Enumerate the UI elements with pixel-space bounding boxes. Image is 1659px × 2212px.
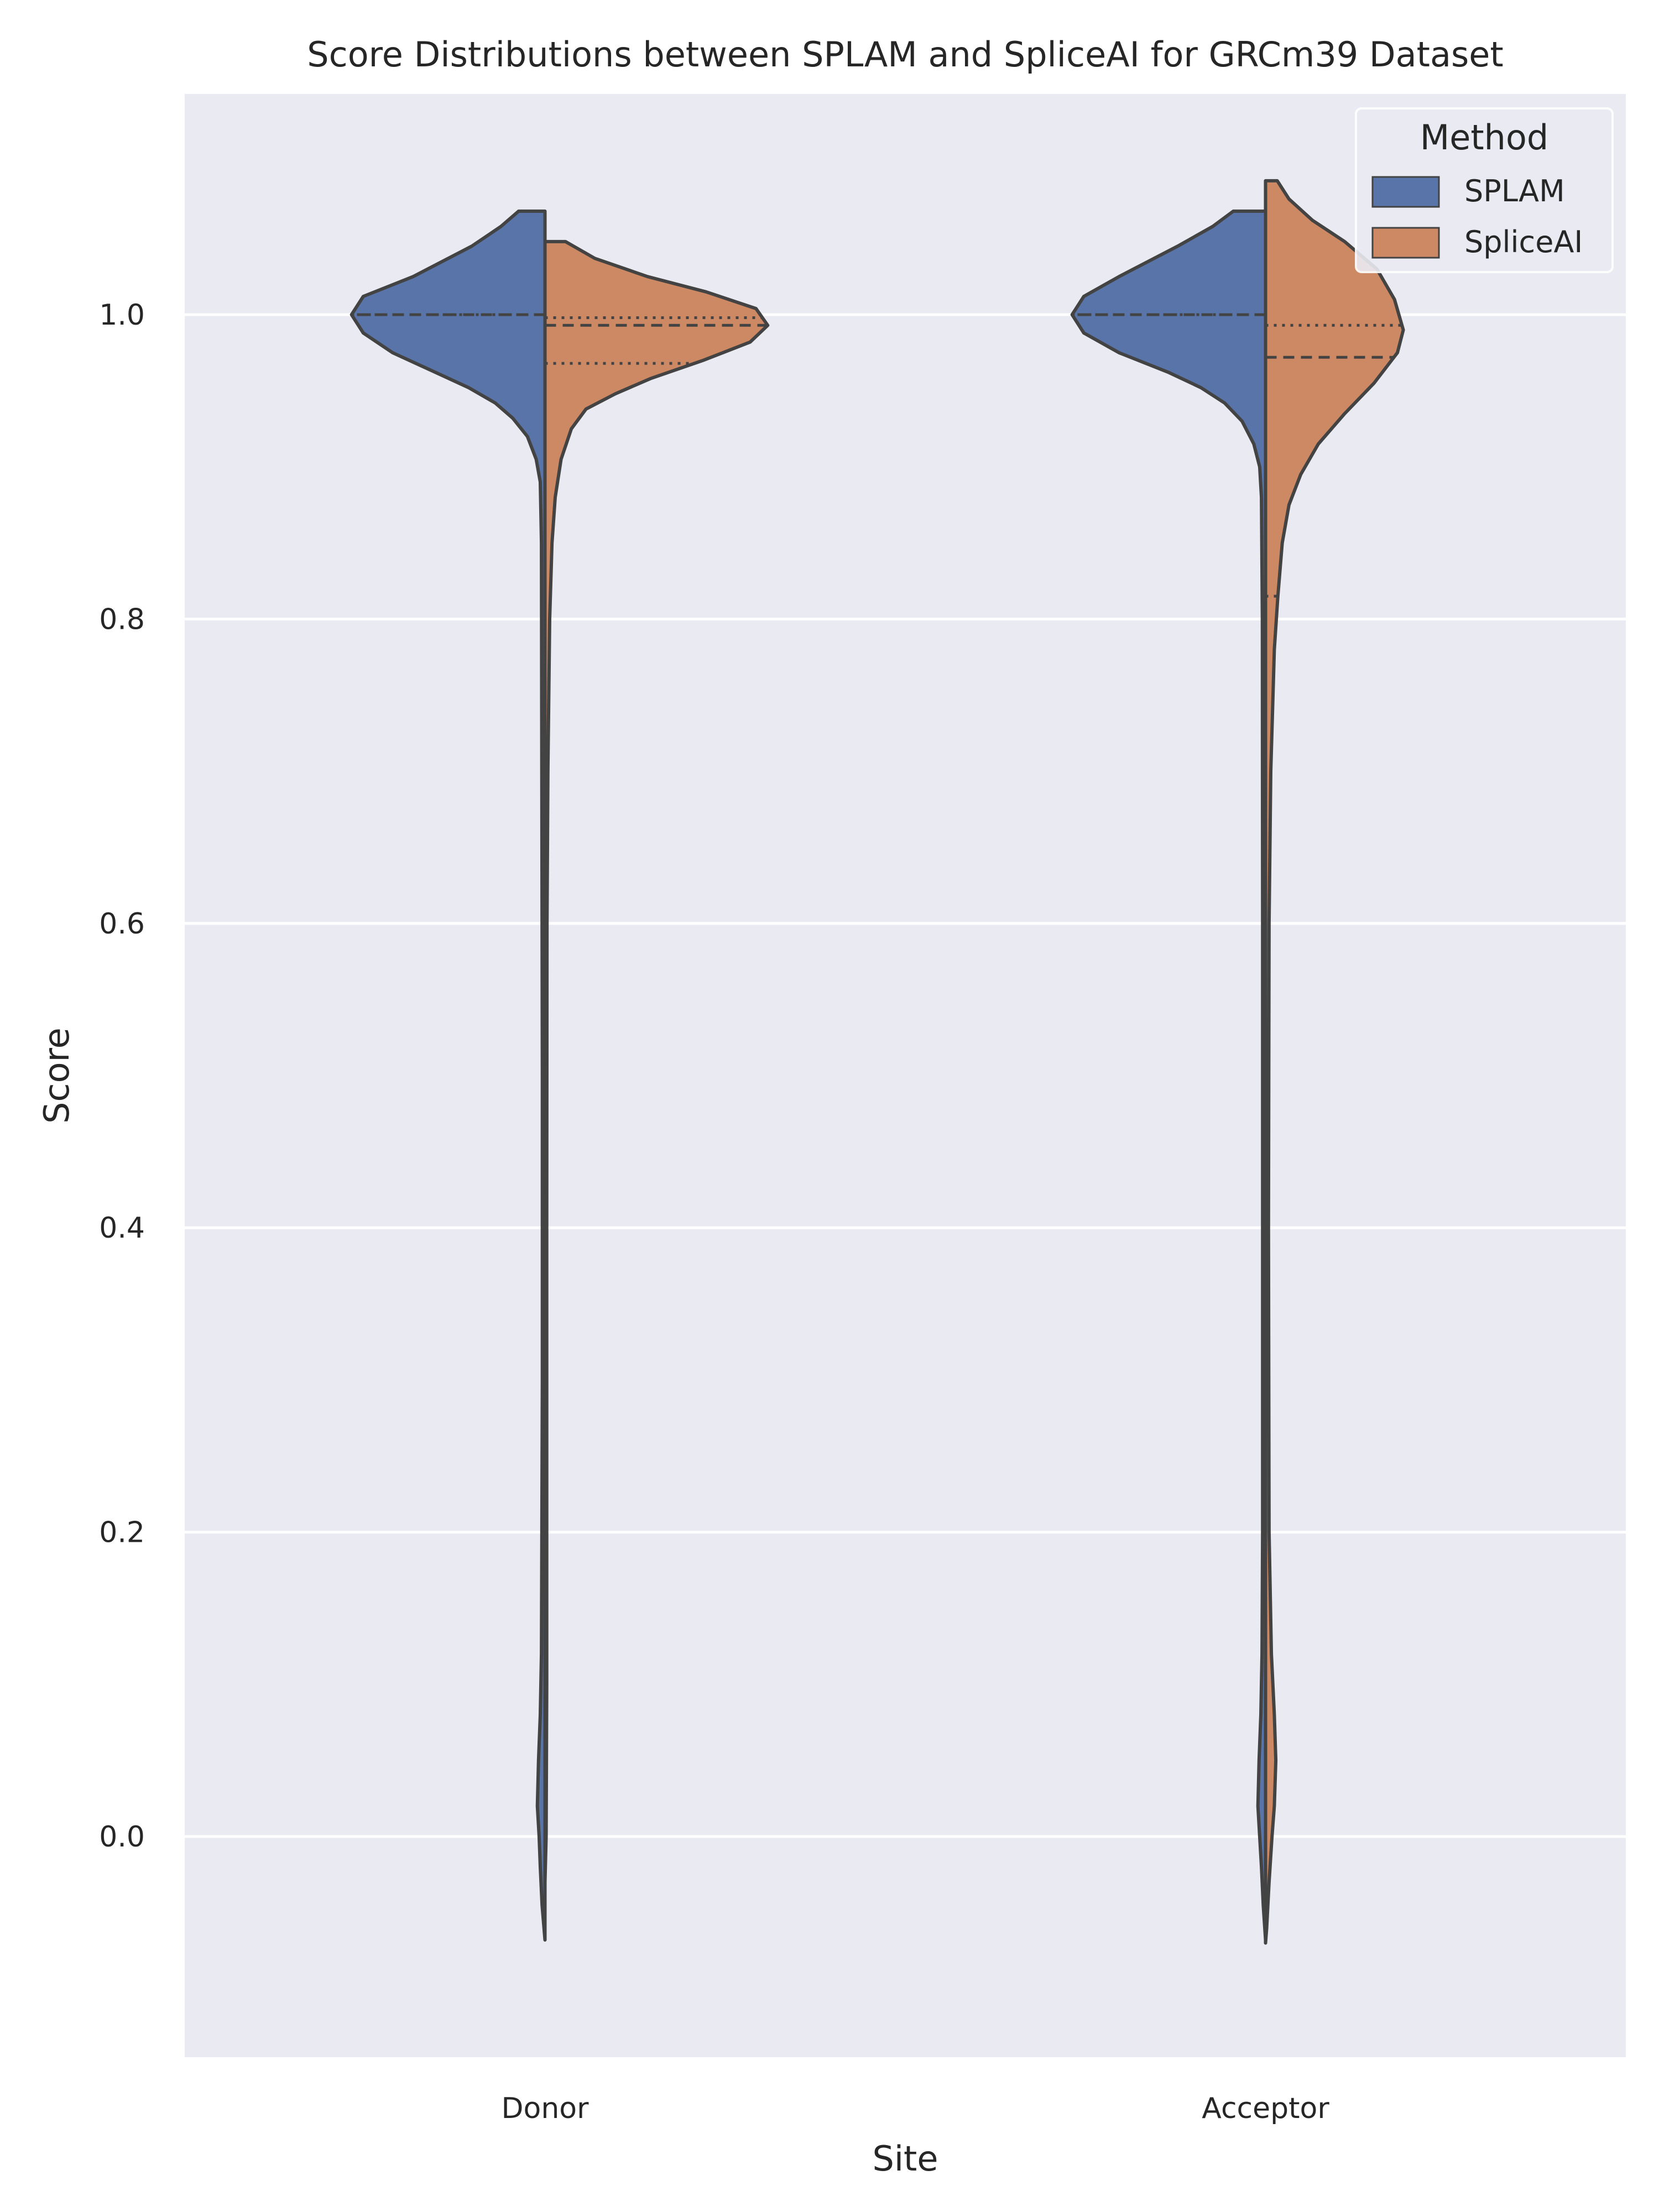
- chart-title: Score Distributions between SPLAM and Sp…: [307, 34, 1503, 75]
- violin-splam-donor: [349, 209, 547, 1942]
- legend: Method SPLAM SpliceAI: [1355, 107, 1614, 273]
- violin-body: [1070, 209, 1267, 1942]
- legend-label-spliceai: SpliceAI: [1464, 225, 1583, 259]
- violin-spliceai-donor: [543, 239, 770, 1884]
- y-tick-label: 0.0: [99, 1820, 145, 1854]
- x-axis-label: Site: [872, 2138, 938, 2179]
- y-tick-label: 0.6: [99, 907, 145, 941]
- y-tick-label: 0.8: [99, 603, 145, 636]
- legend-swatch-spliceai: [1371, 227, 1440, 259]
- legend-title: Method: [1420, 117, 1549, 158]
- legend-items: SPLAM SpliceAI: [1371, 174, 1583, 259]
- y-axis-label: Score: [36, 1027, 77, 1124]
- plot-area: [185, 94, 1626, 2057]
- legend-swatch-splam: [1371, 176, 1440, 208]
- legend-label-splam: SPLAM: [1464, 174, 1565, 208]
- y-tick-label: 0.4: [99, 1212, 145, 1245]
- violin-body: [543, 239, 770, 1884]
- violin-splam-acceptor: [1070, 209, 1267, 1942]
- x-tick-label: Donor: [501, 2092, 589, 2125]
- y-tick-label: 1.0: [99, 299, 145, 332]
- x-tick-label: Acceptor: [1202, 2092, 1329, 2125]
- x-tick-labels: Donor Acceptor: [501, 2092, 1329, 2125]
- violin-body: [349, 209, 547, 1942]
- y-tick-label: 0.2: [99, 1516, 145, 1550]
- y-tick-labels: 0.0 0.2 0.4 0.6 0.8 1.0: [99, 299, 145, 1854]
